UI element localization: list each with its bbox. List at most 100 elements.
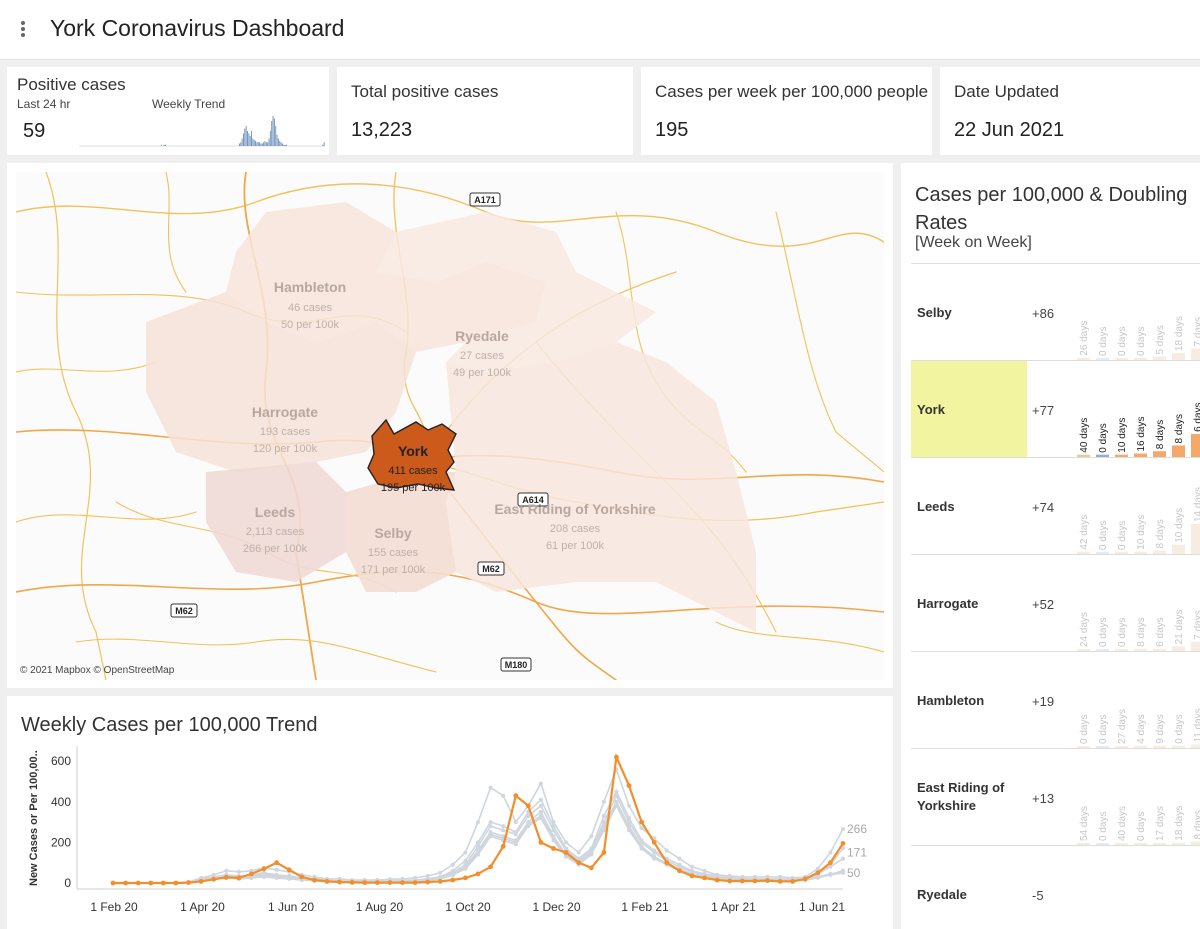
- series-point: [236, 869, 241, 874]
- doubling-row[interactable]: Harrogate +52 24 days 0 days 0 days 8 days 6 d…: [911, 554, 1200, 651]
- series-point: [714, 877, 720, 883]
- series-point: [551, 836, 556, 841]
- series-point: [261, 866, 267, 872]
- series-point: [513, 793, 519, 799]
- series-point: [690, 864, 694, 869]
- row-mini-bars: 42 days 0 days 0 days 10 days 8 days 10 days 1…: [1077, 487, 1200, 554]
- series-point: [488, 824, 493, 829]
- mini-bar-label: 8 days: [1193, 810, 1200, 839]
- row-mini-bars: 54 days 0 days 40 days 0 days 17 days 18 days…: [1077, 806, 1200, 845]
- series-point: [601, 826, 606, 831]
- sparkline-bar: [251, 131, 253, 146]
- mini-bar-label: 9 days: [1155, 714, 1166, 743]
- series-point: [601, 814, 606, 818]
- series-point: [236, 875, 242, 881]
- series-point: [249, 875, 254, 880]
- york-region[interactable]: [367, 418, 457, 491]
- mini-bar: [1172, 842, 1185, 845]
- series-point: [374, 880, 380, 885]
- mini-bar-label: 0 days: [1174, 714, 1185, 743]
- series-point: [223, 874, 229, 880]
- region-map[interactable]: A171 A614 M62 M62 M180 Hambleton 46 case…: [16, 172, 884, 680]
- series-point: [702, 868, 707, 873]
- sparkline-bar: [281, 143, 283, 146]
- series-point: [476, 820, 480, 825]
- doubling-row[interactable]: Ryedale -5: [911, 845, 1200, 929]
- row-mini-bars: 26 days 0 days 0 days 0 days 5 days 18 days 7 …: [1077, 316, 1200, 360]
- sparkline-bar: [277, 138, 279, 146]
- map-panel: A171 A614 M62 M62 M180 Hambleton 46 case…: [7, 163, 893, 688]
- series-point: [702, 875, 707, 881]
- x-tick-label: 1 Aug 20: [356, 900, 404, 914]
- series-point: [299, 874, 305, 880]
- doubling-row[interactable]: Leeds +74 42 days 0 days 0 days 10 days 8 days…: [911, 457, 1200, 554]
- kpi-positive-sub: Last 24 hr: [17, 97, 71, 111]
- mini-bar: [1153, 356, 1166, 360]
- series-point: [538, 803, 543, 808]
- mini-bar-label: 18 days: [1174, 806, 1185, 841]
- weekly-trend-sparkline: [79, 116, 325, 147]
- mini-bar: [1096, 454, 1109, 457]
- series-point: [639, 845, 644, 850]
- row-area-name: Harrogate: [917, 596, 979, 611]
- mini-bar: [1153, 451, 1166, 457]
- mini-bar-label: 8 days: [1155, 519, 1166, 548]
- doubling-row[interactable]: York +77 40 days 0 days 10 days 16 days 8 days…: [911, 360, 1200, 457]
- mini-bar-label: 4 days: [1136, 714, 1147, 743]
- trend-chart[interactable]: 0 200 400 600 1 Feb 20 1 Apr 20 1 Jun 20 1 Aug …: [7, 696, 893, 929]
- sparkline-bar: [238, 143, 240, 146]
- series-point: [312, 877, 317, 883]
- mini-bar-label: 0 days: [1098, 327, 1109, 356]
- series-point: [438, 870, 443, 875]
- sparkline-bar: [260, 143, 262, 146]
- series-point: [652, 855, 657, 860]
- mini-bar-label: 0 days: [1117, 618, 1128, 647]
- series-point: [790, 879, 796, 884]
- map-attribution[interactable]: © 2021 Mapbox © OpenStreetMap: [20, 665, 175, 676]
- series-point: [387, 880, 393, 885]
- series-point: [677, 868, 682, 874]
- series-point: [211, 876, 217, 882]
- series-point: [501, 793, 506, 798]
- doubling-row[interactable]: Hambleton +19 0 days 0 days 27 days 4 days 9 d…: [911, 651, 1200, 748]
- series-point: [135, 880, 141, 886]
- series-point: [677, 856, 682, 861]
- series-point: [538, 781, 543, 786]
- series-point: [362, 880, 368, 885]
- series-point: [475, 871, 481, 877]
- mini-bar: [1191, 641, 1200, 651]
- series-end-label: 266: [847, 822, 867, 836]
- sparkline-bar: [249, 136, 251, 146]
- doubling-row[interactable]: Selby +86 26 days 0 days 0 days 0 days 5 days 1…: [911, 263, 1200, 360]
- region-name: Harrogate: [252, 404, 318, 420]
- more-vertical-icon[interactable]: [17, 21, 29, 41]
- mini-bar-label: 0 days: [1136, 812, 1147, 841]
- sparkline-bar: [268, 138, 270, 146]
- region-rate: 120 per 100k: [253, 443, 318, 455]
- doubling-row[interactable]: East Riding of Yorkshire +13 54 days 0 days…: [911, 748, 1200, 845]
- road-shields: A171 A614 M62 M62 M180: [170, 192, 549, 672]
- series-point: [463, 850, 468, 855]
- kpi-per-week-label: Cases per week per 100,000 people: [655, 82, 929, 101]
- series-point: [148, 880, 154, 886]
- region-cases: 27 cases: [460, 350, 505, 362]
- series-point: [551, 828, 556, 833]
- map-canvas[interactable]: A171 A614 M62 M62 M180 Hambleton 46 case…: [16, 172, 884, 680]
- sparkline-bar: [280, 142, 282, 146]
- series-point: [626, 783, 632, 788]
- series-point: [463, 875, 468, 881]
- row-mini-bars: 24 days 0 days 0 days 8 days 6 days 21 days 7 …: [1077, 609, 1200, 651]
- mini-bar: [1134, 843, 1147, 845]
- x-tick-label: 1 Oct 20: [445, 900, 491, 914]
- y-tick-label: 0: [64, 876, 71, 890]
- kpi-positive-value: 59: [23, 120, 46, 142]
- row-change: +19: [1032, 694, 1055, 709]
- trend-y-axis-label: New Cases or Per 100,00..: [28, 750, 40, 886]
- region-labels: Hambleton 46 cases 50 per 100k Ryedale 2…: [243, 279, 656, 576]
- row-mini-bars: 0 days 0 days 27 days 4 days 9 days 0 days 11 …: [1077, 708, 1200, 748]
- mini-bar-label: 5 days: [1155, 325, 1166, 354]
- y-tick-label: 400: [51, 795, 71, 809]
- sparkline-bar: [265, 142, 267, 146]
- series-point: [450, 862, 455, 867]
- region-rate: 195 per 100k: [381, 482, 446, 494]
